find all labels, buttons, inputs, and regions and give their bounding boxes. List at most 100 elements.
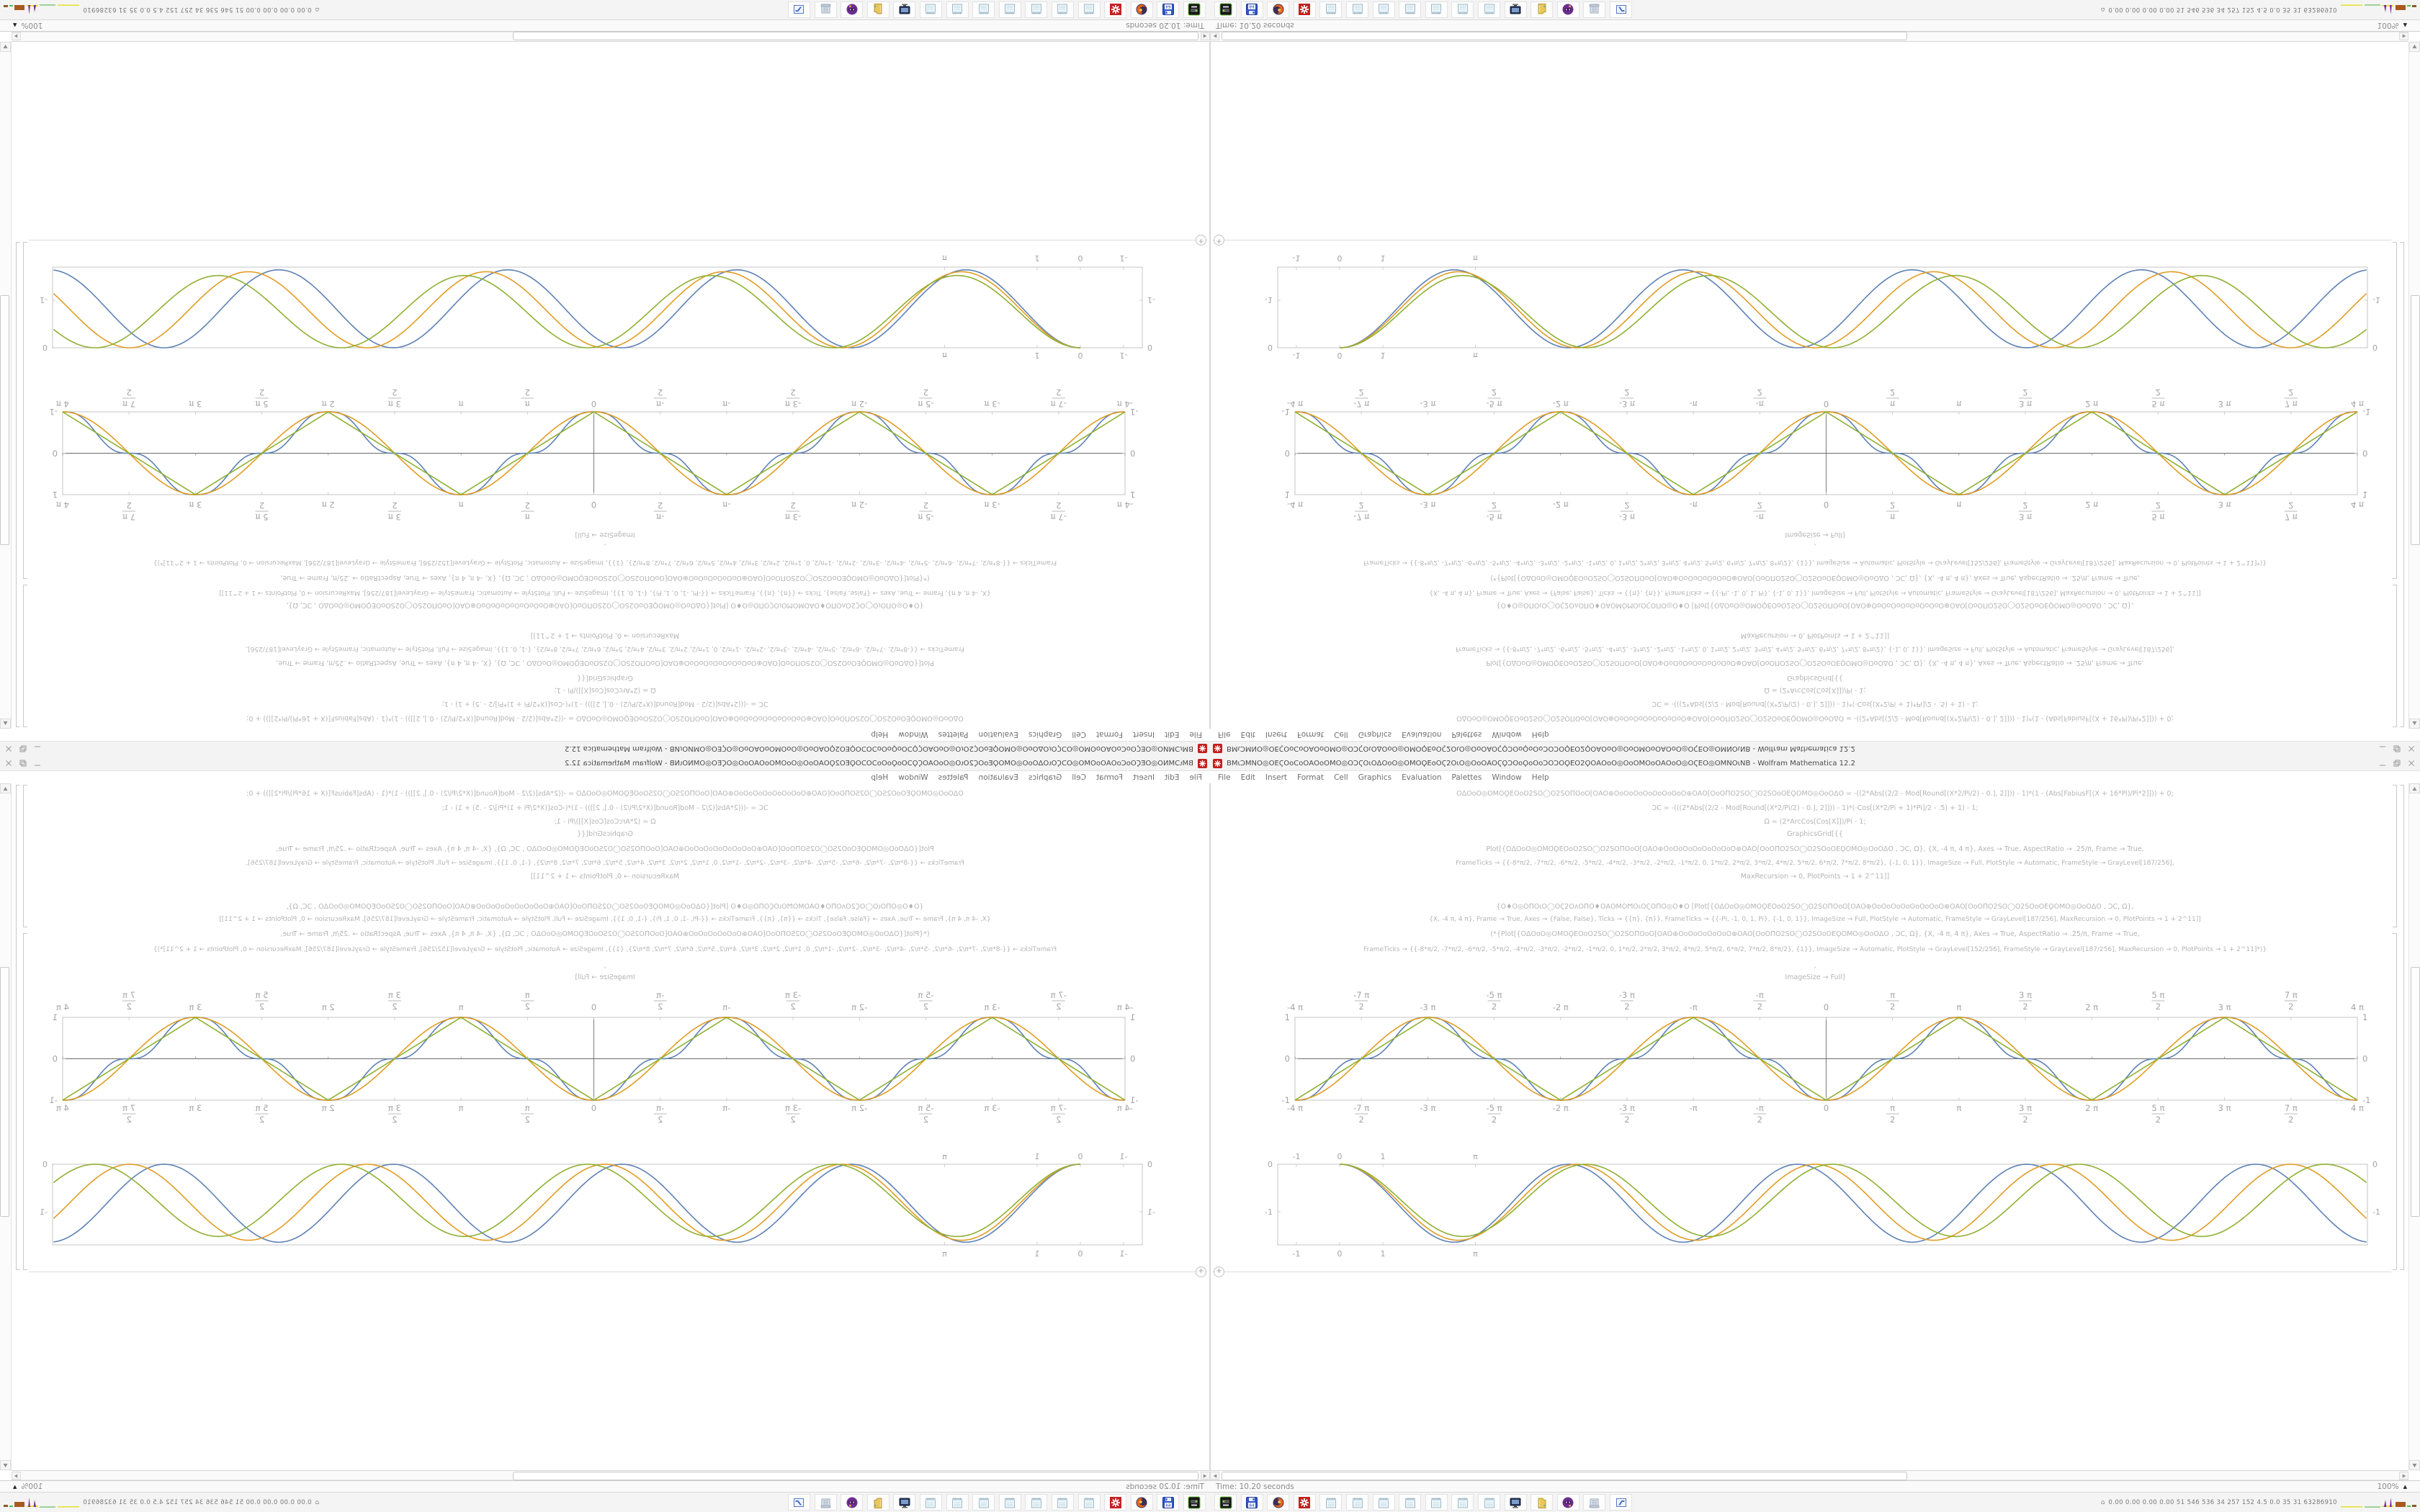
- taskbar-launcher-monitor-icon[interactable]: [893, 1, 916, 18]
- code-line-8[interactable]: {Ο♦Ο◎ΟΠΟιΟ◯ΟϚ2ΟʌΟΠΟ♦ΟΑΟΜΟϺΟιΟϚΟΠΟ◎Ο♦Ο [P…: [1496, 903, 2134, 911]
- menu-item-format[interactable]: Format: [1297, 773, 1325, 782]
- menu-item-help[interactable]: Help: [1531, 773, 1549, 782]
- close-button[interactable]: [3, 759, 14, 768]
- taskbar-launcher-document-scroll-icon[interactable]: [814, 1, 837, 18]
- scroll-up-arrow-icon[interactable]: [2409, 783, 2420, 793]
- taskbar-launcher-monitor-icon[interactable]: [1504, 1, 1527, 18]
- scroll-down-arrow-icon[interactable]: [0, 42, 11, 52]
- code-line-8[interactable]: {Ο♦Ο◎ΟΠΟιΟ◯ΟϚ2ΟʌΟΠΟ♦ΟΑΟΜΟϺΟιΟϚΟΠΟ◎Ο♦Ο [P…: [286, 601, 924, 609]
- taskbar-launcher-privacy-purple-icon[interactable]: [841, 1494, 864, 1511]
- close-button[interactable]: [2406, 759, 2417, 768]
- taskbar-launcher-document-scroll-icon[interactable]: [1583, 1494, 1606, 1511]
- cell-group-bracket[interactable]: [2400, 242, 2404, 727]
- code-line-7[interactable]: MaxRecursion → 0, PlotPoints → 1 + 2^11]…: [530, 631, 680, 639]
- taskbar-launcher-floppy-64-icon[interactable]: 64: [1157, 1, 1180, 18]
- taskbar-launcher-notepad-icon[interactable]: [1319, 1, 1343, 18]
- minimize-button[interactable]: [32, 744, 43, 754]
- menu-item-file[interactable]: File: [1189, 730, 1202, 739]
- menu-item-insert[interactable]: Insert: [1265, 730, 1288, 739]
- code-line-13[interactable]: ImageSize → Full]: [1785, 531, 1845, 539]
- restore-button[interactable]: [17, 744, 29, 754]
- menu-item-help[interactable]: Help: [871, 773, 889, 782]
- horizontal-scroll-thumb[interactable]: [1222, 1472, 1907, 1480]
- window-titlebar[interactable]: ΒΜιϽΜΝΟ◎ΟΕϚΟοϹοΟΑΟοΟΜΟ◎ΟϽϚΟιΟΔΟοΟ◎ΟΜΟϘΕο…: [1210, 756, 2420, 771]
- code-line-12[interactable]: ,: [1814, 962, 1816, 970]
- menu-item-help[interactable]: Help: [871, 730, 889, 739]
- scroll-down-arrow-icon[interactable]: [0, 1460, 11, 1470]
- taskbar-launcher-notepad-icon[interactable]: [1025, 1, 1048, 18]
- code-line-5[interactable]: Plot[{ΟΔΟοΟ◎ΟΜΟϘΕΟοΟ2ЅΟ◯Ο2ЅΟΠΟοΟ[ΟΑΟ⊕ΟοΟ…: [1486, 659, 2144, 667]
- taskbar-launcher-notepad-icon[interactable]: [1346, 1, 1368, 18]
- code-line-5[interactable]: Plot[{ΟΔΟοΟ◎ΟΜΟϘΕΟοΟ2ЅΟ◯Ο2ЅΟΠΟοΟ[ΟΑΟ⊕ΟοΟ…: [276, 659, 934, 667]
- menu-item-palettes[interactable]: Palettes: [1451, 773, 1482, 782]
- insert-cell-button[interactable]: +: [1214, 1266, 1224, 1277]
- code-line-7[interactable]: MaxRecursion → 0, PlotPoints → 1 + 2^11]…: [1740, 873, 1890, 881]
- horizontal-scrollbar[interactable]: [1210, 1470, 2408, 1480]
- scroll-left-arrow-icon[interactable]: [1210, 1472, 1219, 1480]
- code-line-1[interactable]: ΟΔΟοΟ◎ΟΜΟϘΕΟοΟ2ЅΟ◯Ο2ЅΟΠΟοΟ[ΟΑΟ⊕ΟοΟοΟοΟοΟ…: [246, 790, 964, 798]
- input-cell-bracket[interactable]: [23, 785, 27, 927]
- window-titlebar[interactable]: ΒΜιϽΜΝΟ◎ΟΕϚΟοϹοΟΑΟοΟΜΟ◎ΟϽϚΟιΟΔΟοΟ◎ΟΜΟϘΕο…: [0, 756, 1210, 771]
- code-line-3[interactable]: Ω = (2*ArcCos[Cos[X]])/Pi - 1;: [554, 818, 656, 826]
- taskbar-launcher-window-frame-icon[interactable]: [1610, 1, 1632, 18]
- code-line-12[interactable]: ,: [604, 542, 606, 550]
- taskbar-launcher-folder-icon[interactable]: [866, 1, 889, 18]
- taskbar-launcher-notepad-icon[interactable]: [1372, 1494, 1395, 1511]
- insert-cell-button[interactable]: +: [1214, 235, 1224, 246]
- taskbar-launcher-notepad-icon[interactable]: [972, 1494, 995, 1511]
- taskbar-launcher-window-frame-icon[interactable]: [1610, 1494, 1632, 1511]
- magnification-control[interactable]: 100% ▲: [13, 1482, 42, 1491]
- taskbar-launcher-firefox-icon[interactable]: [1130, 1494, 1153, 1511]
- code-line-1[interactable]: ΟΔΟοΟ◎ΟΜΟϘΕΟοΟ2ЅΟ◯Ο2ЅΟΠΟοΟ[ΟΑΟ⊕ΟοΟοΟοΟοΟ…: [1456, 714, 2174, 722]
- code-line-1[interactable]: ΟΔΟοΟ◎ΟΜΟϘΕΟοΟ2ЅΟ◯Ο2ЅΟΠΟοΟ[ΟΑΟ⊕ΟοΟοΟοΟοΟ…: [1456, 790, 2174, 798]
- code-line-5[interactable]: Plot[{ΟΔΟοΟ◎ΟΜΟϘΕΟοΟ2ЅΟ◯Ο2ЅΟΠΟοΟ[ΟΑΟ⊕ΟοΟ…: [276, 845, 934, 853]
- code-line-9[interactable]: {X, -4 π, 4 π}, Frame → True, Axes → {Fa…: [219, 916, 991, 923]
- restore-button[interactable]: [2391, 744, 2403, 754]
- menu-item-cell[interactable]: Cell: [1334, 730, 1348, 739]
- taskbar-launcher-privacy-purple-icon[interactable]: [1556, 1, 1579, 18]
- output-cell-bracket[interactable]: [23, 933, 27, 1270]
- menu-item-insert[interactable]: Insert: [1132, 773, 1155, 782]
- menu-item-edit[interactable]: Edit: [1165, 773, 1180, 782]
- code-line-6[interactable]: FrameTicks → {{-8*π/2, -7*π/2, -6*π/2, -…: [246, 645, 964, 652]
- taskbar-launcher-window-frame-icon[interactable]: [788, 1494, 810, 1511]
- code-line-7[interactable]: MaxRecursion → 0, PlotPoints → 1 + 2^11]…: [1740, 631, 1890, 639]
- code-line-8[interactable]: {Ο♦Ο◎ΟΠΟιΟ◯ΟϚ2ΟʌΟΠΟ♦ΟΑΟΜΟϺΟιΟϚΟΠΟ◎Ο♦Ο [P…: [286, 903, 924, 911]
- taskbar-launcher-floppy-64-icon[interactable]: 64: [1240, 1494, 1263, 1511]
- taskbar-launcher-notepad-icon[interactable]: [1451, 1494, 1474, 1511]
- taskbar-launcher-notepad-icon[interactable]: [1478, 1, 1500, 18]
- menu-item-edit[interactable]: Edit: [1240, 773, 1255, 782]
- taskbar-launcher-settings-red-icon[interactable]: [1104, 1494, 1127, 1511]
- menu-item-window[interactable]: Window: [1492, 730, 1522, 739]
- code-line-13[interactable]: ImageSize → Full]: [575, 531, 635, 539]
- taskbar-launcher-notepad-icon[interactable]: [1077, 1494, 1101, 1511]
- vertical-scrollbar[interactable]: [0, 783, 12, 1470]
- taskbar-launcher-folder-icon[interactable]: [866, 1494, 889, 1511]
- code-line-6[interactable]: FrameTicks → {{-8*π/2, -7*π/2, -6*π/2, -…: [1456, 645, 2174, 652]
- menu-item-help[interactable]: Help: [1531, 730, 1549, 739]
- output-cell-bracket[interactable]: [23, 242, 27, 579]
- menu-item-evaluation[interactable]: Evaluation: [1402, 730, 1442, 739]
- taskbar-launcher-monitor-icon[interactable]: [1504, 1494, 1527, 1511]
- taskbar-launcher-notepad-icon[interactable]: [972, 1, 995, 18]
- vertical-scroll-thumb[interactable]: [0, 967, 9, 1217]
- code-line-9[interactable]: {X, -4 π, 4 π}, Frame → True, Axes → {Fa…: [1429, 589, 2201, 596]
- menu-item-evaluation[interactable]: Evaluation: [978, 773, 1018, 782]
- scroll-left-arrow-icon[interactable]: [1210, 32, 1219, 40]
- code-line-13[interactable]: ImageSize → Full]: [575, 973, 635, 981]
- taskbar-launcher-removable-drive-icon[interactable]: [1183, 1494, 1206, 1511]
- taskbar-launcher-removable-drive-icon[interactable]: [1214, 1494, 1237, 1511]
- vertical-scroll-thumb[interactable]: [0, 295, 9, 545]
- code-line-8[interactable]: {Ο♦Ο◎ΟΠΟιΟ◯ΟϚ2ΟʌΟΠΟ♦ΟΑΟΜΟϺΟιΟϚΟΠΟ◎Ο♦Ο [P…: [1496, 601, 2134, 609]
- menu-item-window[interactable]: Window: [898, 773, 928, 782]
- input-cell-bracket[interactable]: [2393, 785, 2397, 927]
- scroll-right-arrow-icon[interactable]: [2399, 32, 2408, 40]
- menu-item-file[interactable]: File: [1218, 730, 1231, 739]
- menu-item-format[interactable]: Format: [1095, 773, 1123, 782]
- restore-button[interactable]: [2391, 759, 2403, 768]
- menu-item-window[interactable]: Window: [898, 730, 928, 739]
- input-cell-bracket[interactable]: [2393, 585, 2397, 727]
- code-line-12[interactable]: ,: [604, 962, 606, 970]
- code-line-3[interactable]: Ω = (2*ArcCos[Cos[X]])/Pi - 1;: [1764, 818, 1866, 826]
- menu-item-palettes[interactable]: Palettes: [938, 730, 969, 739]
